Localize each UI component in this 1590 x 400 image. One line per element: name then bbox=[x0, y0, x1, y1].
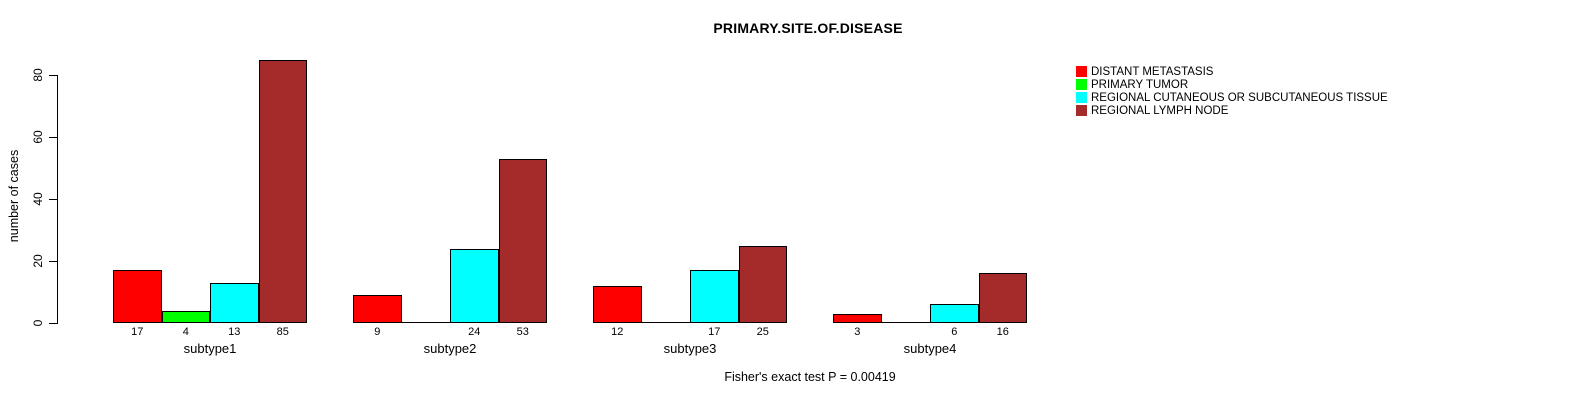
legend-row: REGIONAL LYMPH NODE bbox=[1076, 104, 1388, 117]
bar-value-label: 3 bbox=[854, 326, 861, 338]
legend-swatch bbox=[1076, 66, 1087, 77]
bar-value-label: 17 bbox=[131, 326, 144, 338]
y-axis-line bbox=[57, 75, 58, 324]
legend-row: REGIONAL CUTANEOUS OR SUBCUTANEOUS TISSU… bbox=[1076, 91, 1388, 104]
bar-regional-cutaneous-or-subcutaneous-tissue-subtype4 bbox=[930, 304, 979, 323]
legend: DISTANT METASTASIS PRIMARY TUMOR REGIONAL … bbox=[1076, 65, 1388, 117]
legend-row: DISTANT METASTASIS bbox=[1076, 65, 1388, 78]
y-tick bbox=[49, 261, 57, 262]
fisher-test-annotation: Fisher's exact test P = 0.00419 bbox=[724, 370, 896, 384]
bar-regional-cutaneous-or-subcutaneous-tissue-subtype1 bbox=[210, 282, 259, 323]
bar-distant-metastasis-subtype1 bbox=[113, 270, 162, 323]
y-tick-label: 40 bbox=[31, 192, 45, 206]
y-tick-label: 80 bbox=[31, 68, 45, 82]
bar-distant-metastasis-subtype3 bbox=[593, 285, 642, 323]
bar-value-label: 4 bbox=[182, 326, 189, 338]
zero-bar-line bbox=[401, 322, 451, 323]
y-tick bbox=[49, 323, 57, 324]
bar-value-label: 16 bbox=[996, 326, 1009, 338]
legend-swatch bbox=[1076, 92, 1087, 103]
y-tick bbox=[49, 137, 57, 138]
bar-value-label: 24 bbox=[468, 326, 481, 338]
zero-bar-line bbox=[881, 322, 931, 323]
legend-label: DISTANT METASTASIS bbox=[1091, 65, 1214, 78]
legend-swatch bbox=[1076, 105, 1087, 116]
bar-regional-cutaneous-or-subcutaneous-tissue-subtype2 bbox=[450, 248, 499, 323]
bar-value-label: 6 bbox=[951, 326, 958, 338]
legend-label: REGIONAL LYMPH NODE bbox=[1091, 104, 1229, 117]
zero-bar-line bbox=[641, 322, 691, 323]
bar-distant-metastasis-subtype4 bbox=[833, 313, 882, 323]
legend-label: PRIMARY TUMOR bbox=[1091, 78, 1189, 91]
bar-value-label: 53 bbox=[516, 326, 529, 338]
group-label-subtype1: subtype1 bbox=[183, 341, 237, 356]
bar-distant-metastasis-subtype2 bbox=[353, 295, 402, 323]
bar-regional-lymph-node-subtype3 bbox=[738, 245, 787, 323]
legend-swatch bbox=[1076, 79, 1087, 90]
bar-value-label: 13 bbox=[228, 326, 241, 338]
bar-regional-lymph-node-subtype1 bbox=[258, 59, 307, 323]
y-tick bbox=[49, 75, 57, 76]
bar-regional-lymph-node-subtype4 bbox=[978, 273, 1027, 323]
y-axis-title: number of cases bbox=[7, 149, 21, 243]
legend-label: REGIONAL CUTANEOUS OR SUBCUTANEOUS TISSU… bbox=[1091, 91, 1388, 104]
y-tick-label: 20 bbox=[31, 254, 45, 268]
bar-value-label: 85 bbox=[276, 326, 289, 338]
chart-title: PRIMARY.SITE.OF.DISEASE bbox=[713, 20, 903, 36]
bar-value-label: 17 bbox=[708, 326, 721, 338]
y-tick-label: 60 bbox=[31, 130, 45, 144]
group-label-subtype4: subtype4 bbox=[903, 341, 957, 356]
bar-value-label: 25 bbox=[756, 326, 769, 338]
bar-regional-cutaneous-or-subcutaneous-tissue-subtype3 bbox=[690, 270, 739, 323]
group-label-subtype2: subtype2 bbox=[423, 341, 477, 356]
bar-value-label: 12 bbox=[611, 326, 624, 338]
bar-regional-lymph-node-subtype2 bbox=[498, 158, 547, 323]
bar-primary-tumor-subtype1 bbox=[161, 310, 210, 323]
y-tick bbox=[49, 199, 57, 200]
bar-value-label: 9 bbox=[374, 326, 381, 338]
legend-row: PRIMARY TUMOR bbox=[1076, 78, 1388, 91]
group-label-subtype3: subtype3 bbox=[663, 341, 717, 356]
y-tick-label: 0 bbox=[31, 319, 45, 327]
